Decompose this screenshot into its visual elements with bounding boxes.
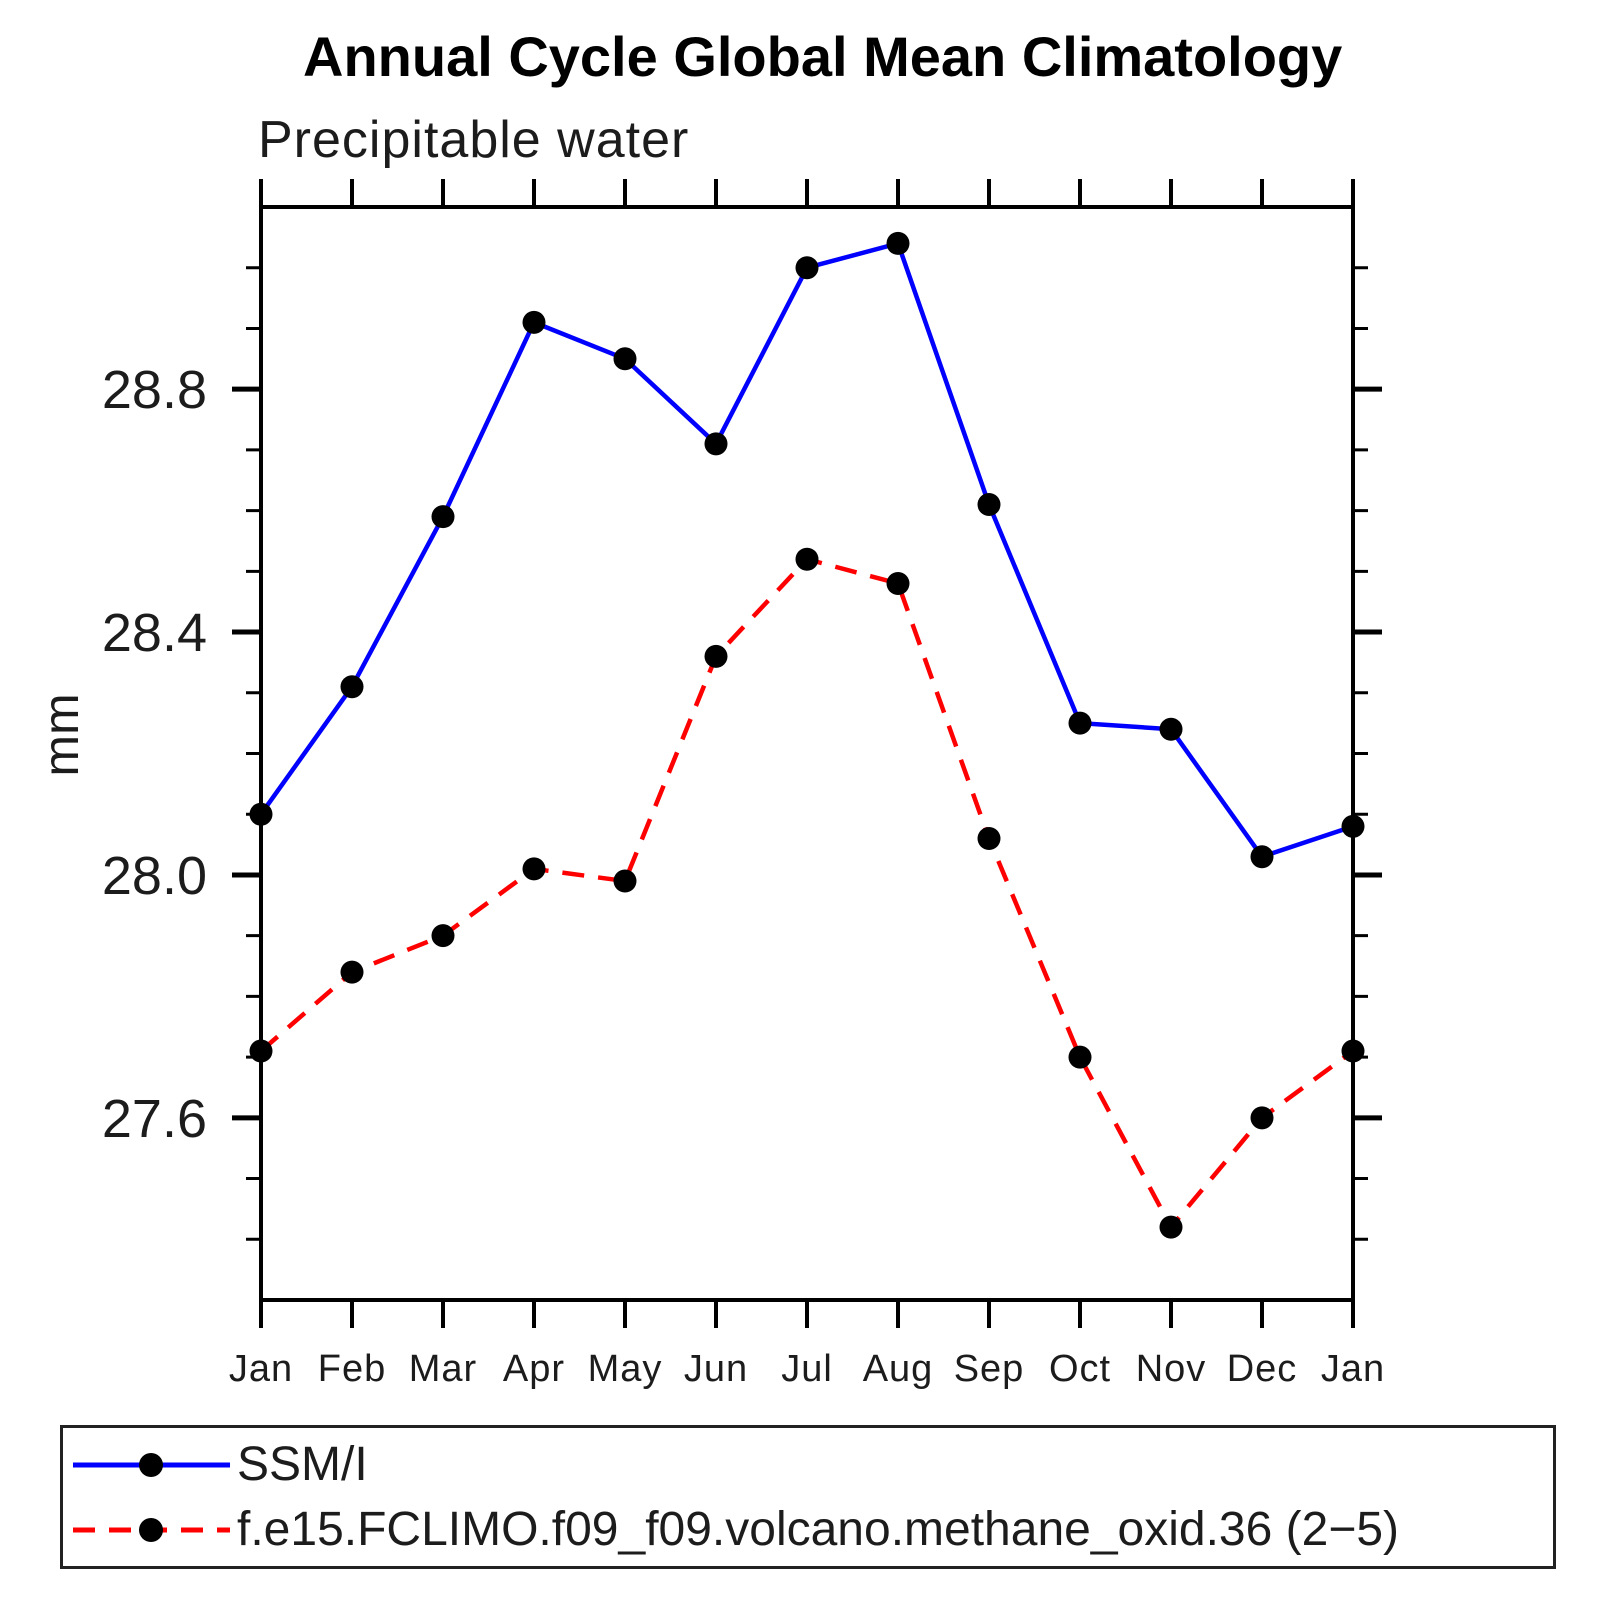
legend-dot-icon — [139, 1452, 163, 1477]
x-tick-label: Apr — [503, 1348, 565, 1390]
legend-marker-ssmi — [73, 1452, 230, 1477]
data-point-marker — [704, 432, 728, 456]
x-tick-label: Jan — [1321, 1348, 1385, 1390]
x-tick-label: May — [588, 1348, 663, 1390]
legend-dot-icon — [139, 1517, 163, 1542]
data-point-marker — [704, 644, 728, 668]
x-tick-label: Nov — [1136, 1348, 1207, 1390]
data-point-marker — [886, 571, 910, 595]
data-point-marker — [1341, 814, 1365, 838]
data-point-marker — [522, 857, 546, 881]
data-point-marker — [977, 493, 1001, 517]
y-tick-label: 28.4 — [102, 603, 207, 663]
chart-subtitle: Precipitable water — [258, 111, 690, 169]
x-tick-label: Sep — [954, 1348, 1025, 1390]
y-tick-label: 27.6 — [102, 1089, 207, 1149]
data-point-marker — [249, 802, 273, 826]
legend: SSM/I f.e15.FCLIMO.f09_f09.volcano.metha… — [60, 1425, 1556, 1569]
data-point-marker — [613, 869, 637, 893]
data-point-marker — [795, 547, 819, 571]
x-tick-label: Oct — [1049, 1348, 1111, 1390]
y-axis-label: mm — [33, 693, 89, 776]
data-point-marker — [1341, 1039, 1365, 1063]
data-point-marker — [1250, 1106, 1274, 1130]
x-tick-label: Jan — [229, 1348, 293, 1390]
x-tick-label: Jul — [781, 1348, 833, 1390]
legend-label-ssmi: SSM/I — [237, 1438, 368, 1491]
legend-label-model: f.e15.FCLIMO.f09_f09.volcano.methane_oxi… — [237, 1503, 1400, 1556]
x-tick-label: Feb — [318, 1348, 386, 1390]
x-tick-label: Jun — [684, 1348, 748, 1390]
data-point-marker — [1250, 845, 1274, 869]
x-tick-label: Dec — [1227, 1348, 1298, 1390]
data-point-marker — [1159, 1215, 1183, 1239]
series-model-line — [259, 556, 1355, 1230]
data-point-marker — [613, 347, 637, 371]
x-tick-label: Aug — [863, 1348, 934, 1390]
y-tick-label: 28.0 — [102, 846, 207, 906]
data-point-marker — [977, 827, 1001, 851]
data-point-marker — [522, 310, 546, 334]
data-point-marker — [886, 231, 910, 255]
data-point-marker — [1159, 717, 1183, 741]
legend-row-model: f.e15.FCLIMO.f09_f09.volcano.methane_oxi… — [69, 1497, 1553, 1562]
data-point-marker — [340, 675, 364, 699]
data-point-marker — [340, 960, 364, 984]
x-tick-label: Mar — [409, 1348, 477, 1390]
data-point-marker — [1068, 1045, 1092, 1069]
legend-marker-model — [73, 1517, 230, 1542]
y-tick-label: 28.8 — [102, 360, 207, 420]
data-point-marker — [431, 924, 455, 948]
data-point-marker — [431, 505, 455, 529]
data-point-marker — [1068, 711, 1092, 735]
data-point-marker — [249, 1039, 273, 1063]
page-title: Annual Cycle Global Mean Climatology — [303, 25, 1343, 88]
legend-row-ssmi: SSM/I — [69, 1432, 1553, 1497]
data-point-marker — [795, 256, 819, 280]
